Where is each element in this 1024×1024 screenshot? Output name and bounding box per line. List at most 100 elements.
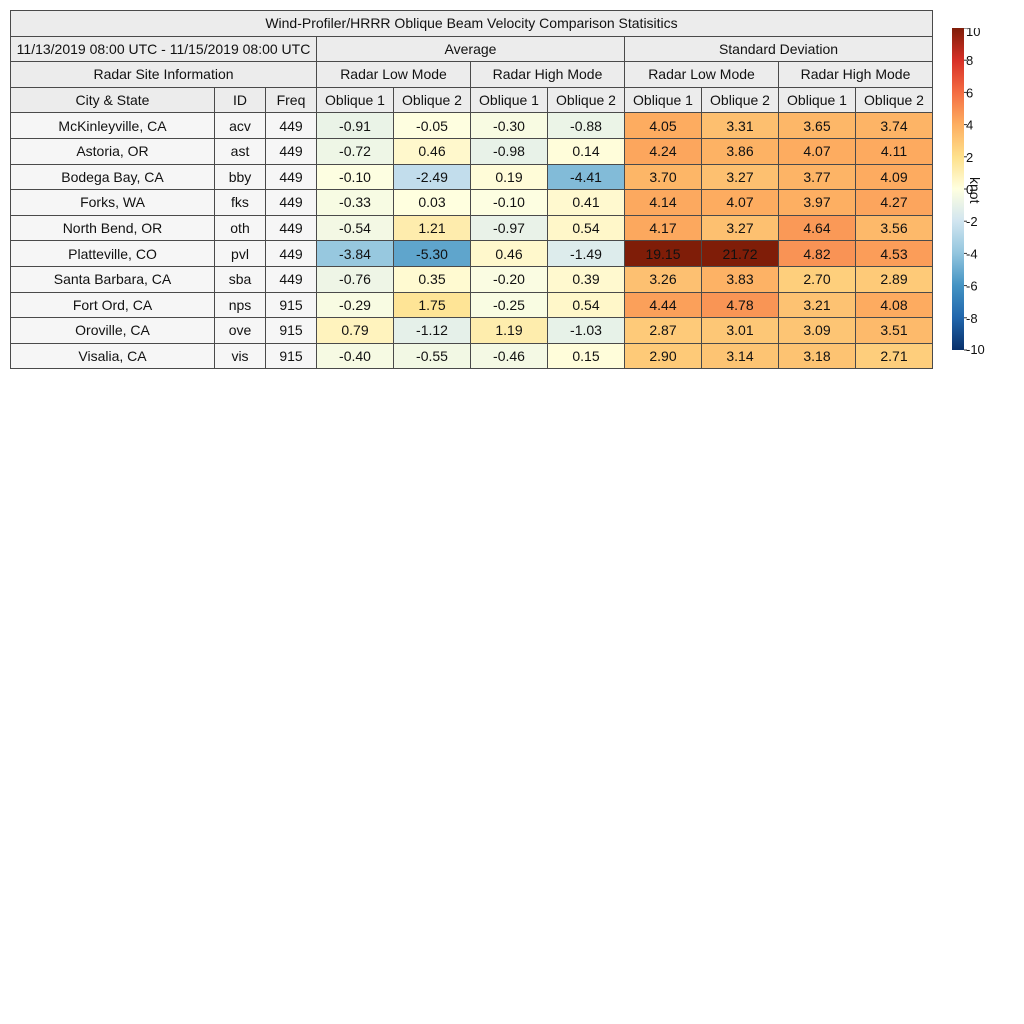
group-header-std-dev: Standard Deviation	[624, 35, 933, 63]
table-row: Forks, WA fks 449 -0.33 0.03 -0.10 0.41 4.14 4.0…	[10, 189, 933, 216]
value-cell: 4.44	[624, 291, 702, 319]
column-header: Oblique 2	[547, 86, 625, 114]
value-cell: 3.51	[855, 317, 933, 344]
colorbar-tick-label: 10	[966, 28, 980, 39]
value-cell: -0.29	[316, 291, 394, 319]
site-city-cell: Platteville, CO	[10, 240, 215, 267]
site-city-cell: Bodega Bay, CA	[10, 163, 215, 191]
value-cell: 2.71	[855, 342, 933, 370]
column-header: City & State	[10, 86, 215, 114]
site-id-cell: vis	[214, 342, 266, 370]
value-cell: 4.27	[855, 189, 933, 216]
value-cell: -5.30	[393, 240, 471, 267]
mode-header: Radar Low Mode	[316, 61, 471, 88]
table-row: McKinleyville, CA acv 449 -0.91 -0.05 -0.30 -0…	[10, 112, 933, 139]
value-cell: 0.15	[547, 342, 625, 370]
site-freq-cell: 449	[265, 137, 317, 165]
colorbar-tick-label: 2	[966, 150, 973, 165]
value-cell: 21.72	[701, 240, 779, 267]
site-id-cell: bby	[214, 163, 266, 191]
table-row: Santa Barbara, CA sba 449 -0.76 0.35 -0.20 0.3…	[10, 265, 933, 293]
site-city-cell: North Bend, OR	[10, 214, 215, 242]
colorbar-tick-label: 4	[966, 118, 973, 133]
value-cell: 2.87	[624, 317, 702, 344]
value-cell: 3.70	[624, 163, 702, 191]
colorbar-tick-label: 0	[966, 182, 973, 197]
value-cell: 0.46	[470, 240, 548, 267]
colorbar-tick-label: -10	[966, 342, 985, 357]
value-cell: -0.05	[393, 112, 471, 139]
table-row: North Bend, OR oth 449 -0.54 1.21 -0.97 0.54 4.…	[10, 214, 933, 242]
value-cell: 4.07	[701, 189, 779, 216]
site-id-cell: ove	[214, 317, 266, 344]
value-cell: -4.41	[547, 163, 625, 191]
value-cell: 3.65	[778, 112, 856, 139]
site-city-cell: Santa Barbara, CA	[10, 265, 215, 293]
site-freq-cell: 449	[265, 112, 317, 139]
table-row: Bodega Bay, CA bby 449 -0.10 -2.49 0.19 -4.41 3…	[10, 163, 933, 191]
column-header-row: City & State ID Freq Oblique 1 Oblique 2…	[10, 86, 933, 114]
column-header: Oblique 1	[778, 86, 856, 114]
value-cell: 4.05	[624, 112, 702, 139]
site-city-cell: McKinleyville, CA	[10, 112, 215, 139]
value-cell: 4.14	[624, 189, 702, 216]
site-id-cell: nps	[214, 291, 266, 319]
time-period: 11/13/2019 08:00 UTC - 11/15/2019 08:00 …	[10, 35, 317, 63]
value-cell: -0.30	[470, 112, 548, 139]
value-cell: 3.31	[701, 112, 779, 139]
value-cell: 1.21	[393, 214, 471, 242]
value-cell: 3.86	[701, 137, 779, 165]
site-freq-cell: 449	[265, 240, 317, 267]
colorbar-tick-label: -6	[966, 279, 978, 294]
value-cell: 0.39	[547, 265, 625, 293]
site-id-cell: sba	[214, 265, 266, 293]
group-header-average: Average	[316, 35, 625, 63]
value-cell: -3.84	[316, 240, 394, 267]
site-id-cell: fks	[214, 189, 266, 216]
value-cell: -0.25	[470, 291, 548, 319]
value-cell: 2.90	[624, 342, 702, 370]
column-header: Oblique 2	[855, 86, 933, 114]
value-cell: -0.97	[470, 214, 548, 242]
colorbar-tick-label: -4	[966, 246, 978, 261]
value-cell: 3.26	[624, 265, 702, 293]
value-cell: -0.46	[470, 342, 548, 370]
value-cell: 0.79	[316, 317, 394, 344]
mode-header: Radar High Mode	[470, 61, 625, 88]
mode-header: Radar Low Mode	[624, 61, 779, 88]
value-cell: -0.40	[316, 342, 394, 370]
value-cell: 0.46	[393, 137, 471, 165]
value-cell: -0.20	[470, 265, 548, 293]
value-cell: -2.49	[393, 163, 471, 191]
value-cell: 2.70	[778, 265, 856, 293]
value-cell: 3.27	[701, 163, 779, 191]
table-row: Oroville, CA ove 915 0.79 -1.12 1.19 -1.03 2.87…	[10, 317, 933, 344]
value-cell: -0.91	[316, 112, 394, 139]
table-row: Astoria, OR ast 449 -0.72 0.46 -0.98 0.14 4.24 3…	[10, 137, 933, 165]
value-cell: 3.97	[778, 189, 856, 216]
site-city-cell: Forks, WA	[10, 189, 215, 216]
value-cell: 4.08	[855, 291, 933, 319]
value-cell: -0.33	[316, 189, 394, 216]
table-title: Wind-Profiler/HRRR Oblique Beam Velocity…	[10, 10, 933, 37]
value-cell: 19.15	[624, 240, 702, 267]
mode-header: Radar High Mode	[778, 61, 933, 88]
value-cell: -1.03	[547, 317, 625, 344]
site-freq-cell: 915	[265, 342, 317, 370]
colorbar-gradient	[952, 28, 964, 350]
site-id-cell: acv	[214, 112, 266, 139]
value-cell: -0.10	[470, 189, 548, 216]
value-cell: 3.21	[778, 291, 856, 319]
column-header: ID	[214, 86, 266, 114]
value-cell: 3.14	[701, 342, 779, 370]
value-cell: 0.54	[547, 214, 625, 242]
value-cell: -0.72	[316, 137, 394, 165]
value-cell: 4.09	[855, 163, 933, 191]
value-cell: 4.64	[778, 214, 856, 242]
value-cell: 4.17	[624, 214, 702, 242]
colorbar-tick-label: -2	[966, 214, 978, 229]
value-cell: 4.82	[778, 240, 856, 267]
site-id-cell: ast	[214, 137, 266, 165]
site-city-cell: Oroville, CA	[10, 317, 215, 344]
value-cell: 0.54	[547, 291, 625, 319]
